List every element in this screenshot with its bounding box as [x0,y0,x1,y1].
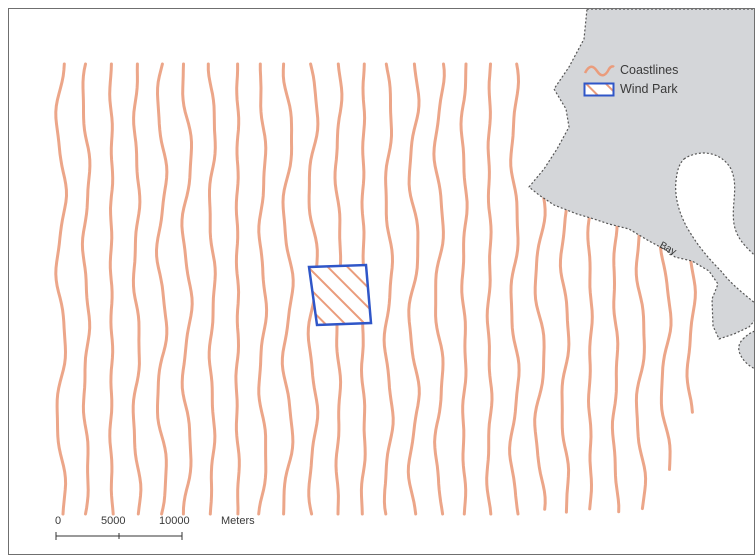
map-legend: Coastlines Wind Park [583,61,678,99]
contour-line [658,233,673,471]
legend-label-wind-park: Wind Park [620,82,678,97]
contour-line [234,62,241,516]
legend-label-coastlines: Coastlines [620,63,679,78]
scale-unit: Meters [221,515,255,527]
legend-item-wind-park: Wind Park [583,80,678,99]
contour-line [382,62,395,516]
contour-line [432,62,446,516]
contour-line [80,62,92,516]
scale-bar-graphic [55,532,183,540]
contour-line [280,62,295,516]
contour-line [459,62,469,516]
contour-line [685,242,697,414]
contour-line [406,62,421,516]
contour-line [154,62,169,516]
contour-line [610,216,621,514]
contour-line [508,62,521,516]
legend-item-coastlines: Coastlines [583,61,678,80]
scale-tick-10000: 10000 [159,515,190,527]
map-frame: Bay Coastlines Wind Park 0 5000 10 [8,8,755,555]
contour-line [54,62,69,516]
contour-line [485,62,494,516]
scale-tick-0: 0 [55,515,62,527]
contour-line [533,189,547,511]
scale-tick-5000: 5000 [101,515,126,527]
contour-line [206,62,217,516]
coastline-symbol-icon [583,63,615,78]
wind-park [307,263,373,327]
contour-line [586,207,594,511]
wind-park-symbol-icon [583,82,615,97]
contour-line [634,225,648,511]
contour-line [108,62,115,516]
contour-line [131,62,143,516]
contour-line [257,62,269,516]
contour-line [180,62,194,516]
contour-line [558,198,571,514]
